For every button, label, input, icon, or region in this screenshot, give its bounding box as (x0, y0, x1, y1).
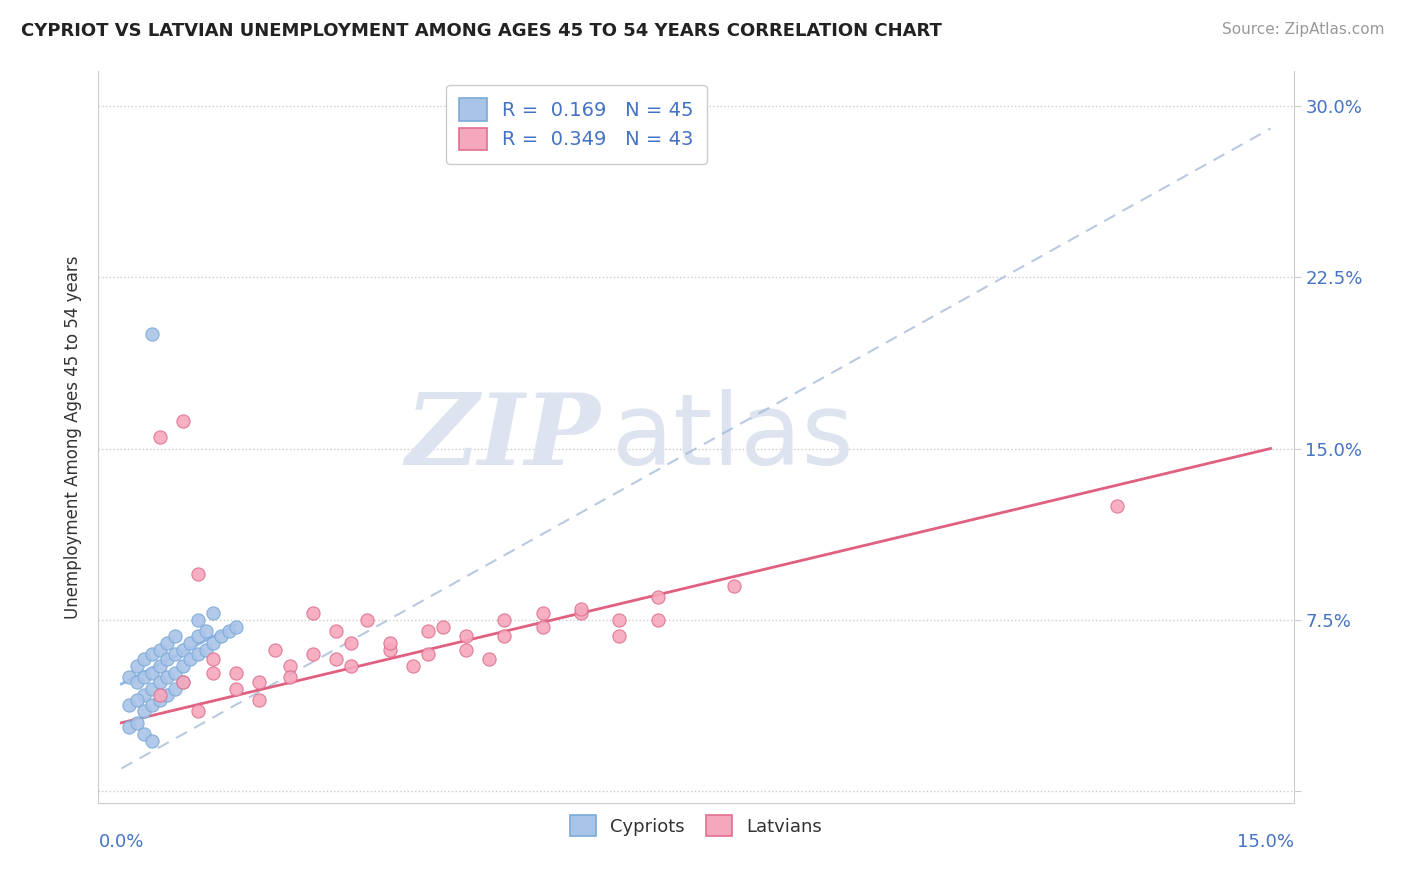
Point (209, 629, 232, 643)
Point (263, 642, 285, 657)
Point (378, 636, 401, 650)
Point (125, 674, 148, 689)
Point (302, 647, 325, 661)
Point (218, 624, 240, 639)
Point (478, 652, 501, 666)
Point (247, 693, 270, 707)
Point (179, 636, 201, 650)
Point (416, 647, 439, 661)
Point (202, 665, 225, 680)
Point (494, 613, 516, 627)
Point (225, 620, 247, 634)
Text: atlas: atlas (613, 389, 853, 485)
Point (149, 658, 172, 673)
Point (141, 681, 163, 696)
Text: Source: ZipAtlas.com: Source: ZipAtlas.com (1222, 22, 1385, 37)
Point (723, 579, 745, 593)
Point (187, 629, 209, 643)
Point (202, 652, 225, 666)
Point (125, 715, 148, 730)
Point (156, 636, 179, 650)
Point (401, 658, 423, 673)
Point (278, 658, 301, 673)
Point (134, 689, 156, 703)
Point (134, 670, 156, 684)
Point (149, 693, 172, 707)
Point (225, 665, 247, 680)
Point (194, 624, 217, 639)
Point (325, 624, 347, 639)
Point (141, 647, 163, 661)
Point (225, 681, 247, 696)
Point (187, 613, 209, 627)
Text: ZIP: ZIP (405, 389, 600, 485)
Point (302, 606, 325, 620)
Point (156, 689, 179, 703)
Point (163, 681, 186, 696)
Point (609, 613, 631, 627)
Point (141, 327, 163, 342)
Point (118, 670, 141, 684)
Point (416, 624, 439, 639)
Point (187, 647, 209, 661)
Point (172, 658, 194, 673)
Point (278, 670, 301, 684)
Point (187, 567, 209, 582)
Point (134, 727, 156, 741)
Point (163, 629, 186, 643)
Point (172, 674, 194, 689)
Point (118, 698, 141, 712)
Point (141, 734, 163, 748)
Point (202, 606, 225, 620)
Point (531, 606, 554, 620)
Point (494, 629, 516, 643)
Point (340, 658, 363, 673)
Point (647, 590, 669, 604)
Y-axis label: Unemployment Among Ages 45 to 54 years: Unemployment Among Ages 45 to 54 years (65, 255, 83, 619)
Point (569, 601, 592, 615)
Point (456, 629, 478, 643)
Point (141, 665, 163, 680)
Point (340, 636, 363, 650)
Point (194, 642, 217, 657)
Point (149, 642, 172, 657)
Point (247, 674, 270, 689)
Point (141, 698, 163, 712)
Point (172, 642, 194, 657)
Point (134, 652, 156, 666)
Point (456, 642, 478, 657)
Text: CYPRIOT VS LATVIAN UNEMPLOYMENT AMONG AGES 45 TO 54 YEARS CORRELATION CHART: CYPRIOT VS LATVIAN UNEMPLOYMENT AMONG AG… (21, 22, 942, 40)
Point (172, 674, 194, 689)
Point (531, 620, 554, 634)
Point (134, 705, 156, 719)
Point (149, 430, 172, 444)
Point (647, 613, 669, 627)
Point (125, 693, 148, 707)
Legend: Cypriots, Latvians: Cypriots, Latvians (561, 806, 831, 845)
Point (156, 670, 179, 684)
Text: 0.0%: 0.0% (98, 832, 143, 850)
Point (163, 647, 186, 661)
Point (609, 629, 631, 643)
Point (202, 636, 225, 650)
Point (149, 689, 172, 703)
Point (156, 652, 179, 666)
Point (125, 658, 148, 673)
Text: 15.0%: 15.0% (1236, 832, 1294, 850)
Point (325, 652, 347, 666)
Point (378, 642, 401, 657)
Point (163, 665, 186, 680)
Point (179, 652, 201, 666)
Point (356, 613, 378, 627)
Point (172, 414, 194, 428)
Point (432, 620, 454, 634)
Point (569, 606, 592, 620)
Point (187, 705, 209, 719)
Point (149, 674, 172, 689)
Point (118, 720, 141, 734)
Point (1107, 499, 1129, 513)
